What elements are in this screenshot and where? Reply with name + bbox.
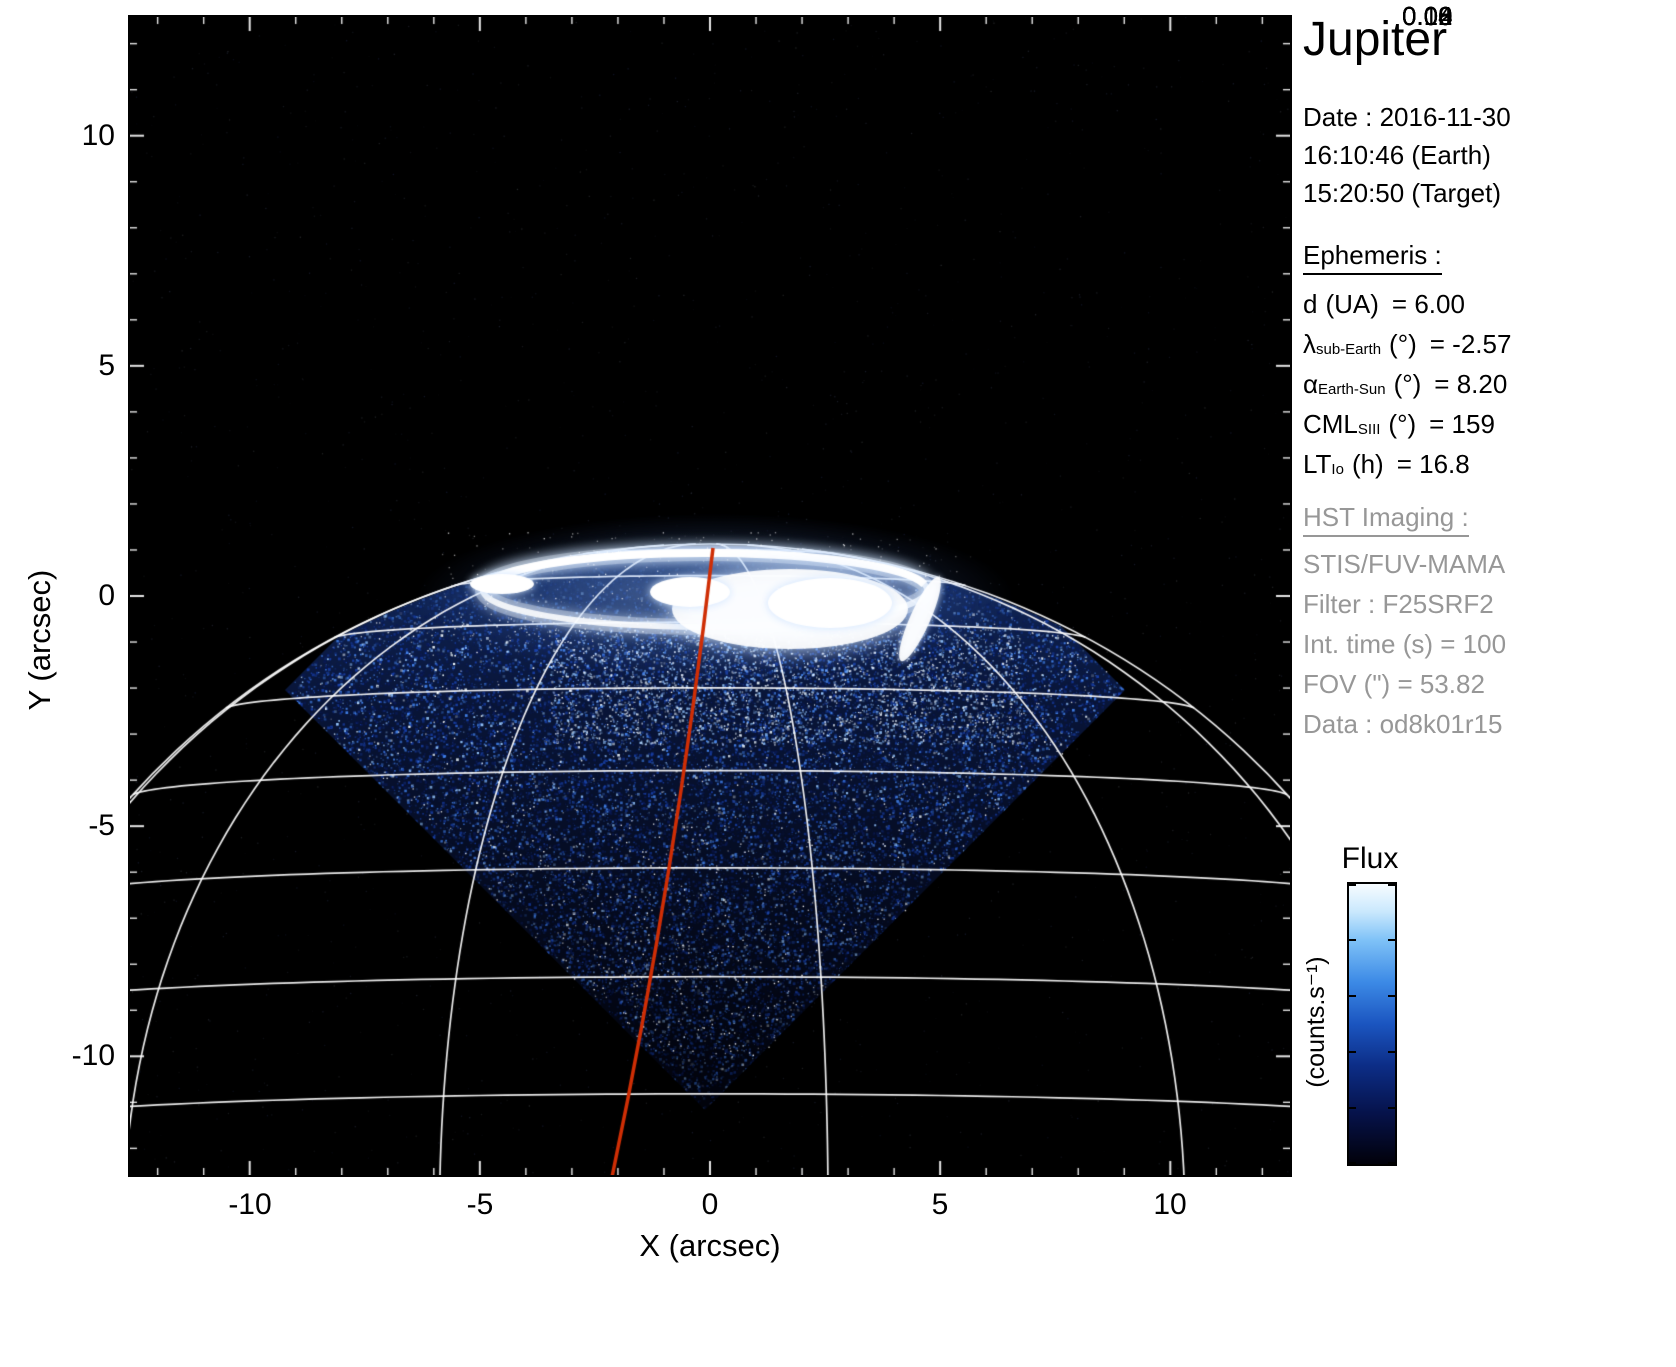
eph-value: = 6.00: [1391, 289, 1465, 319]
colorbar: [1347, 882, 1397, 1166]
colorbar-tick-mark: [1388, 1051, 1395, 1053]
hst-fov-line: FOV (") = 53.82: [1303, 669, 1485, 699]
eph-subscript: sub-Earth: [1316, 341, 1382, 358]
eph-value: = -2.57: [1429, 329, 1512, 359]
ephemeris-row: LT Io (h) = 16.8: [1303, 444, 1511, 484]
eph-symbol: d: [1303, 289, 1318, 319]
x-tick-label: 10: [1153, 1188, 1187, 1221]
hst-filter-line: Filter : F25SRF2: [1303, 589, 1494, 619]
colorbar-tick-label: 0.02: [1402, 1, 1453, 31]
observation-datetime: Date : 2016-11-30 16:10:46 (Earth) 15:20…: [1303, 98, 1511, 212]
eph-subscript: Earth-Sun: [1318, 381, 1386, 398]
colorbar-tick-mark: [1349, 995, 1356, 997]
colorbar-tick-label: 0.06: [1402, 1, 1453, 31]
colorbar-tick-mark: [1388, 1162, 1395, 1164]
colorbar-tick-mark: [1349, 1107, 1356, 1109]
colorbar-tick-mark: [1349, 1051, 1356, 1053]
date-line: Date : 2016-11-30: [1303, 102, 1511, 132]
hst-inttime-line: Int. time (s) = 100: [1303, 629, 1507, 659]
y-tick-label: 10: [81, 119, 115, 152]
ephemeris-row: CML SIII (°) = 159: [1303, 404, 1511, 444]
y-tick-label: 0: [98, 579, 115, 612]
earth-time-line: 16:10:46 (Earth): [1303, 140, 1491, 170]
colorbar-tick-mark: [1388, 884, 1395, 886]
y-tick-label: -10: [71, 1039, 115, 1072]
x-tick-label: -10: [228, 1188, 272, 1221]
colorbar-tick-mark: [1349, 939, 1356, 941]
colorbar-tick-mark: [1349, 884, 1356, 886]
fuv-image-canvas: [130, 17, 1290, 1175]
ephemeris-heading: Ephemeris :: [1303, 240, 1442, 275]
eph-unit: (°): [1388, 409, 1417, 439]
eph-symbol: α: [1303, 369, 1319, 399]
eph-subscript: SIII: [1357, 421, 1381, 438]
eph-symbol: LT: [1303, 449, 1332, 479]
eph-subscript: Io: [1331, 461, 1344, 478]
x-tick-label: 5: [931, 1188, 949, 1221]
colorbar-tick-label: 0.04: [1402, 1, 1453, 31]
eph-unit: (h): [1351, 449, 1384, 479]
eph-value: = 8.20: [1434, 369, 1508, 399]
eph-unit: (°): [1389, 329, 1417, 359]
eph-symbol: CML: [1303, 409, 1358, 439]
colorbar-unit-label: (counts.s⁻¹): [1302, 956, 1330, 1088]
eph-value: = 16.8: [1396, 449, 1470, 479]
x-axis-label: X (arcsec): [639, 1228, 781, 1263]
hst-imaging-info: STIS/FUV-MAMA Filter : F25SRF2 Int. time…: [1303, 544, 1506, 744]
eph-value: = 159: [1429, 409, 1495, 439]
ephemeris-row: λ sub-Earth (°) = -2.57: [1303, 324, 1511, 364]
colorbar-tick-label: 0.08: [1402, 1, 1453, 31]
colorbar-tick-label: 0.10: [1402, 1, 1453, 31]
target-time-line: 15:20:50 (Target): [1303, 178, 1502, 208]
colorbar-tick-mark: [1388, 995, 1395, 997]
plot-area: [128, 15, 1292, 1177]
colorbar-tick-label: 0.00: [1402, 1, 1453, 31]
colorbar-tick-mark: [1388, 939, 1395, 941]
ephemeris-table: d (UA) = 6.00 λ sub-Earth (°) = -2.57 α Ea…: [1303, 284, 1511, 484]
ephemeris-row: α Earth-Sun (°) = 8.20: [1303, 364, 1511, 404]
ephemeris-row: d (UA) = 6.00: [1303, 284, 1511, 324]
colorbar-title: Flux: [1341, 842, 1399, 875]
y-axis-label: Y (arcsec): [22, 569, 57, 711]
page-title: Jupiter: [1303, 13, 1448, 66]
y-tick-label: -5: [88, 809, 115, 842]
eph-unit: (UA): [1325, 289, 1379, 319]
x-tick-label: 0: [701, 1188, 719, 1221]
colorbar-tick-mark: [1388, 1107, 1395, 1109]
hst-imaging-heading: HST Imaging :: [1303, 502, 1469, 537]
x-tick-label: -5: [466, 1188, 494, 1221]
hst-detector-line: STIS/FUV-MAMA: [1303, 549, 1506, 579]
eph-symbol: λ: [1303, 329, 1316, 359]
eph-unit: (°): [1393, 369, 1422, 399]
y-tick-label: 5: [98, 349, 115, 382]
colorbar-tick-mark: [1349, 1162, 1356, 1164]
hst-dataset-line: Data : od8k01r15: [1303, 709, 1503, 739]
